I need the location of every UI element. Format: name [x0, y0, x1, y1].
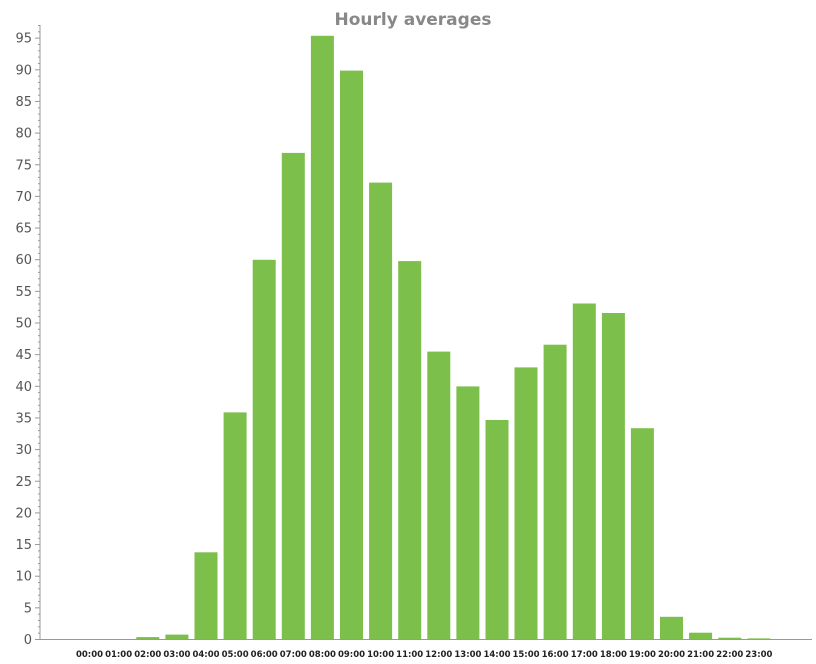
y-tick-label: 60 [15, 253, 32, 268]
y-tick-label: 80 [15, 127, 32, 142]
x-tick-label: 02:00 [134, 650, 161, 660]
chart-title: Hourly averages [335, 10, 492, 30]
y-axis: 0 5 10 15 20 25 30 35 40 45 50 55 60 65 70 75 80 85 90 95 [15, 24, 41, 648]
x-tick-label: 01:00 [105, 650, 132, 660]
x-tick-label: 13:00 [454, 650, 481, 660]
y-tick-label: 40 [15, 380, 32, 395]
x-tick-label: 21:00 [687, 650, 714, 660]
x-tick-label: 07:00 [280, 650, 307, 660]
bar [660, 616, 683, 639]
bar [572, 303, 596, 639]
bar [281, 152, 305, 639]
x-tick-label: 15:00 [512, 650, 539, 660]
bar [136, 637, 160, 639]
x-tick-label: 09:00 [338, 650, 365, 660]
bar [340, 70, 363, 640]
x-tick-label: 14:00 [483, 650, 510, 660]
bar [194, 552, 218, 639]
bar [543, 344, 567, 639]
y-tick-label: 0 [24, 633, 32, 648]
x-tick-label: 03:00 [163, 650, 190, 660]
bar [252, 259, 276, 639]
y-tick-label: 65 [15, 222, 32, 237]
x-tick-label: 18:00 [600, 650, 627, 660]
bar [689, 632, 713, 639]
y-tick-label: 55 [15, 285, 32, 300]
x-tick-label: 08:00 [309, 650, 336, 660]
x-tick-label: 04:00 [192, 650, 219, 660]
x-tick-label: 12:00 [425, 650, 452, 660]
bar [310, 35, 334, 640]
y-tick-label: 45 [15, 348, 32, 363]
bar [456, 386, 480, 639]
y-tick-label: 5 [24, 601, 32, 616]
x-tick-label: 17:00 [571, 650, 598, 660]
x-tick-label: 06:00 [251, 650, 278, 660]
bar [165, 634, 189, 639]
x-tick-label: 00:00 [76, 650, 103, 660]
y-tick-label: 70 [15, 190, 32, 205]
y-tick-label: 35 [15, 411, 32, 426]
x-tick-label: 05:00 [222, 650, 249, 660]
bar [630, 428, 654, 639]
bar [485, 420, 509, 639]
x-tick-label: 22:00 [716, 650, 743, 660]
y-tick-label: 25 [15, 475, 32, 490]
y-tick-label: 50 [15, 317, 32, 332]
bars [136, 35, 771, 640]
x-tick-label: 23:00 [745, 650, 772, 660]
bar [223, 412, 247, 639]
bar [398, 261, 422, 639]
y-tick-label: 10 [15, 570, 32, 585]
bar [747, 638, 771, 639]
x-tick-label: 10:00 [367, 650, 394, 660]
y-tick-label: 85 [15, 95, 32, 110]
x-tick-label: 19:00 [629, 650, 656, 660]
y-tick-label: 30 [15, 443, 32, 458]
x-axis: 00:00 01:00 02:00 03:00 04:00 05:00 06:00 07:00… [40, 639, 812, 660]
bar [369, 182, 393, 639]
y-tick-label: 20 [15, 506, 32, 521]
y-tick-label: 15 [15, 538, 32, 553]
bar [718, 637, 742, 639]
bar [427, 351, 451, 639]
x-tick-label: 16:00 [542, 650, 569, 660]
x-tick-label: 20:00 [658, 650, 685, 660]
y-tick-label: 75 [15, 158, 32, 173]
x-tick-label: 11:00 [396, 650, 423, 660]
bar [514, 367, 538, 639]
y-tick-label: 90 [15, 63, 32, 78]
bar [601, 313, 625, 639]
y-tick-label: 95 [15, 32, 32, 47]
